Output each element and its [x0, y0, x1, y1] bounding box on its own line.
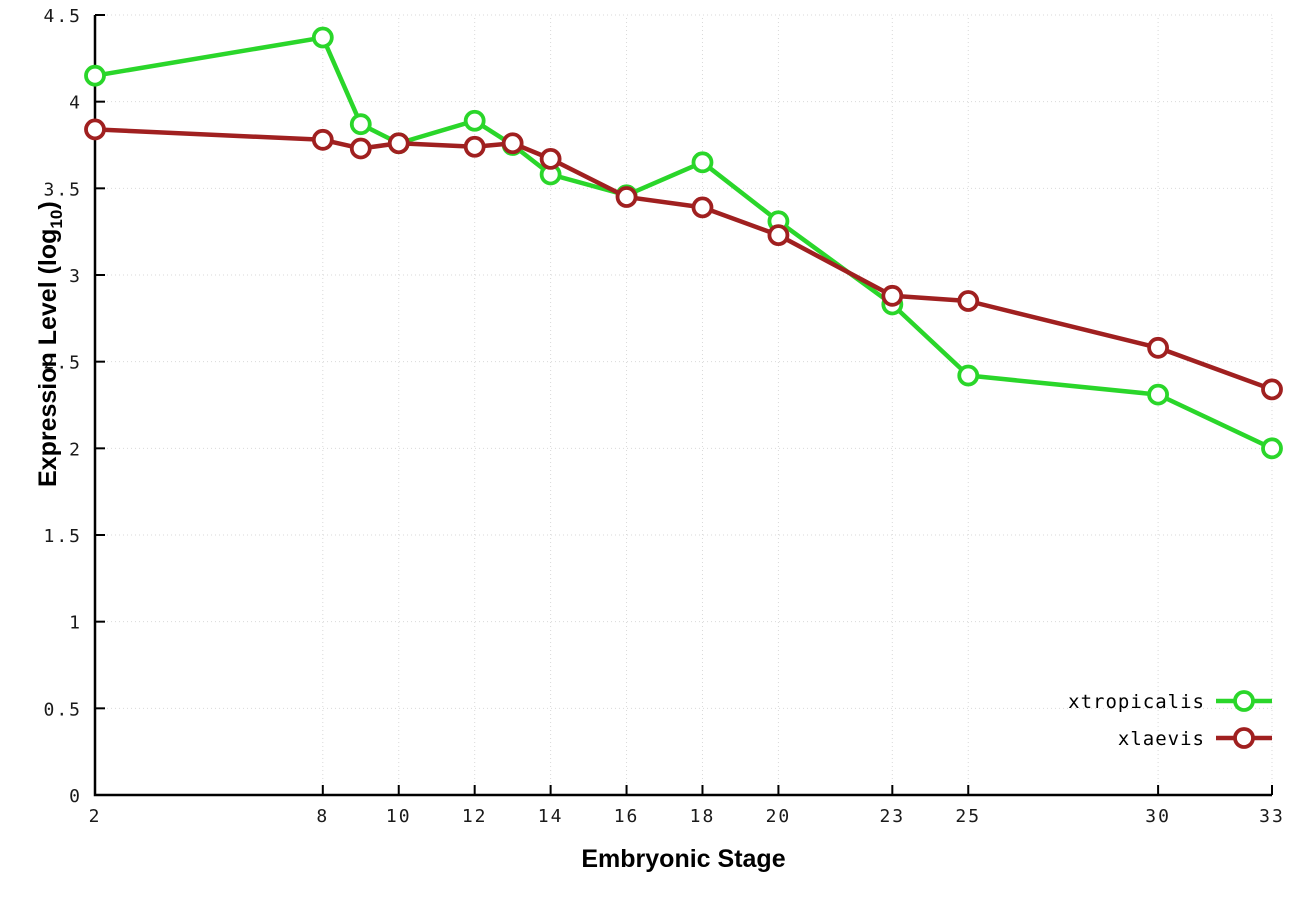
- data-point-marker-xlaevis: [349, 137, 372, 160]
- x-tick-label: 12: [462, 806, 488, 827]
- data-point-marker-xlaevis: [539, 147, 562, 170]
- data-point-marker-xlaevis: [957, 290, 980, 312]
- x-tick-label: 16: [614, 806, 640, 827]
- y-tick-label: 4.5: [43, 6, 82, 27]
- data-point-marker-xtropicalis: [691, 151, 714, 174]
- data-point-marker-xtropicalis: [1147, 383, 1169, 406]
- y-tick-label: 4: [69, 93, 82, 114]
- data-point-marker-xlaevis: [84, 118, 106, 141]
- data-point-marker-xlaevis: [311, 128, 334, 151]
- y-tick-label: 1: [69, 613, 82, 634]
- data-point-marker-xlaevis: [691, 196, 714, 219]
- data-point-marker-xtropicalis: [349, 113, 372, 136]
- data-point-marker-xlaevis: [387, 132, 410, 155]
- data-point-marker-xlaevis: [767, 224, 790, 247]
- legend-label-xtropicalis: xtropicalis: [1068, 691, 1205, 713]
- data-point-marker-xtropicalis: [463, 109, 486, 132]
- data-point-marker-xtropicalis: [957, 364, 980, 387]
- y-axis-label: Expression Level (log10): [34, 201, 67, 487]
- x-tick-label: 33: [1259, 806, 1285, 827]
- y-tick-label: 3.5: [43, 179, 82, 200]
- x-tick-label: 10: [386, 806, 412, 827]
- x-tick-label: 25: [955, 806, 981, 827]
- y-axis-label-suffix: ): [34, 201, 62, 210]
- data-point-marker-xlaevis: [1261, 378, 1283, 401]
- data-point-marker-xtropicalis: [311, 26, 334, 49]
- y-tick-label: 2.5: [43, 353, 82, 374]
- axis-border: [93, 15, 1272, 797]
- data-point-marker-xtropicalis: [1261, 437, 1283, 460]
- data-point-marker-xtropicalis: [84, 64, 106, 87]
- y-tick-label: 0: [69, 786, 82, 807]
- y-tick-label: 2: [69, 439, 82, 460]
- data-point-marker-xlaevis: [615, 186, 638, 208]
- data-point-marker-xlaevis: [463, 135, 486, 158]
- x-tick-label: 30: [1145, 806, 1171, 827]
- x-axis-label: Embryonic Stage: [581, 845, 786, 873]
- x-tick-label: 20: [766, 806, 792, 827]
- y-axis-label-subscript: 10: [47, 209, 66, 229]
- y-axis-label-text: Expression Level (log: [34, 228, 62, 487]
- data-point-marker-xlaevis: [881, 284, 904, 307]
- x-tick-label: 2: [89, 806, 102, 827]
- data-point-marker-xlaevis: [1147, 336, 1169, 359]
- x-tick-label: 23: [879, 806, 905, 827]
- series-line-xtropicalis: [92, 35, 1275, 451]
- data-point-marker-xlaevis: [501, 132, 524, 155]
- y-tick-label: 1.5: [43, 526, 82, 547]
- x-tick-label: 18: [690, 806, 716, 827]
- legend-marker-xtropicalis: [1233, 690, 1255, 712]
- legend-marker-xlaevis: [1233, 727, 1255, 749]
- y-tick-label: 0.5: [43, 699, 82, 720]
- x-tick-label: 8: [316, 806, 329, 827]
- y-tick-label: 3: [69, 266, 82, 287]
- legend-label-xlaevis: xlaevis: [1118, 728, 1205, 750]
- x-tick-label: 14: [538, 806, 564, 827]
